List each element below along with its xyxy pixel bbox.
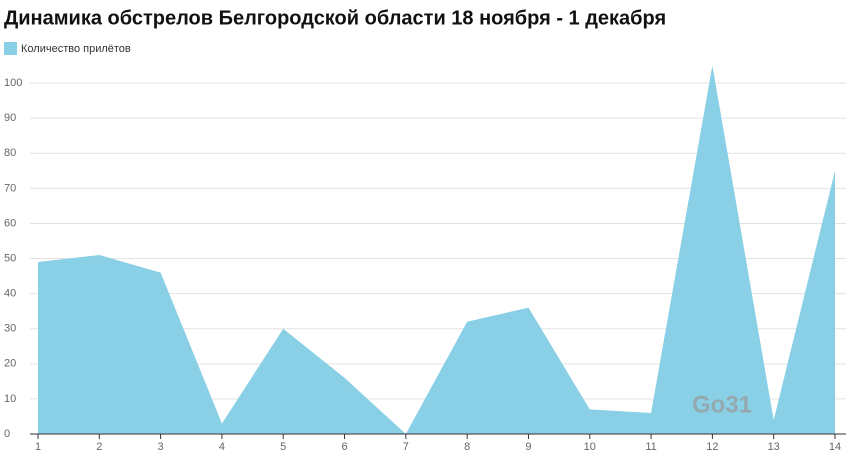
x-tick-label: 12 bbox=[706, 441, 718, 453]
x-tick-label: 1 bbox=[35, 441, 41, 453]
area bbox=[38, 65, 835, 434]
x-tick-label: 6 bbox=[341, 441, 347, 453]
legend-swatch bbox=[4, 42, 17, 55]
y-tick-label: 90 bbox=[4, 112, 16, 124]
watermark: Go31 bbox=[692, 391, 752, 418]
chart-title: Динамика обстрелов Белгородской области … bbox=[4, 7, 666, 29]
x-tick-label: 11 bbox=[645, 441, 656, 453]
x-tick-label: 10 bbox=[584, 441, 596, 453]
y-tick-label: 20 bbox=[4, 358, 16, 370]
y-tick-label: 80 bbox=[4, 147, 16, 159]
y-tick-label: 0 bbox=[4, 428, 10, 440]
x-tick-label: 14 bbox=[829, 441, 841, 453]
y-tick-label: 30 bbox=[4, 323, 16, 335]
x-tick-label: 3 bbox=[158, 441, 164, 453]
y-tick-label: 10 bbox=[4, 393, 16, 405]
y-tick-label: 70 bbox=[4, 182, 16, 194]
x-tick-label: 2 bbox=[96, 441, 102, 453]
y-tick-label: 40 bbox=[4, 288, 16, 300]
y-tick-label: 100 bbox=[4, 77, 22, 89]
y-tick-label: 50 bbox=[4, 252, 16, 264]
x-tick-label: 5 bbox=[280, 441, 286, 453]
y-tick-label: 60 bbox=[4, 217, 16, 229]
x-tick-label: 13 bbox=[768, 441, 780, 453]
x-tick-label: 7 bbox=[403, 441, 409, 453]
x-tick-label: 4 bbox=[219, 441, 225, 453]
legend-label: Количество прилётов bbox=[21, 43, 131, 55]
x-tick-label: 8 bbox=[464, 441, 470, 453]
x-tick-label: 9 bbox=[525, 441, 531, 453]
